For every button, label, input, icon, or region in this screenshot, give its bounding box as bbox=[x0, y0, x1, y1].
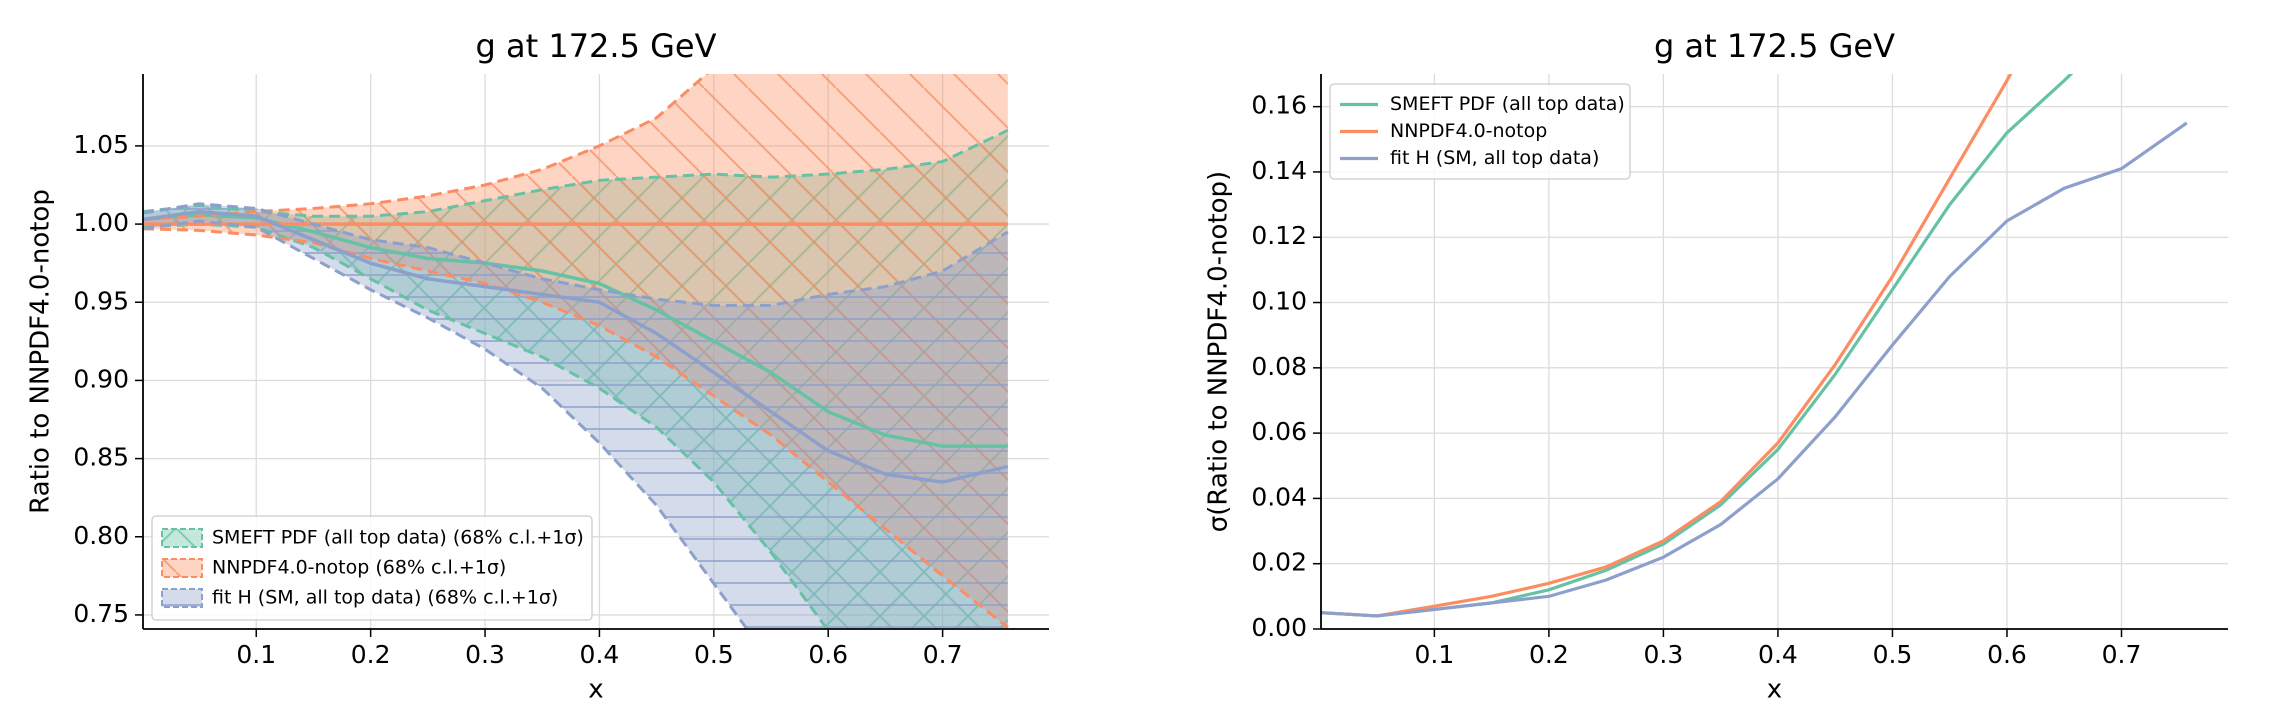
legend-box bbox=[1329, 83, 1631, 180]
y-tick-label: 0.16 bbox=[1251, 91, 1307, 120]
y-tick-label: 1.05 bbox=[73, 130, 129, 159]
y-tick-label: 0.75 bbox=[73, 599, 129, 628]
x-tick-label: 0.6 bbox=[808, 640, 848, 669]
plot-area bbox=[143, 74, 1009, 629]
band-upper bbox=[143, 74, 709, 221]
y-tick-label: 0.04 bbox=[1251, 482, 1307, 511]
legend-label: SMEFT PDF (all top data) bbox=[1390, 93, 1625, 115]
x-tick-label: 0.7 bbox=[2102, 640, 2142, 669]
legend-box bbox=[151, 515, 593, 621]
line bbox=[1321, 74, 2013, 618]
x-tick-label: 0.5 bbox=[1873, 640, 1913, 669]
y-tick-label: 0.12 bbox=[1251, 221, 1307, 250]
band-hatch bbox=[143, 203, 1008, 629]
central-line bbox=[143, 209, 1009, 484]
x-axis-label: x bbox=[588, 675, 603, 705]
x-tick-label: 0.2 bbox=[351, 640, 391, 669]
line bbox=[1321, 121, 2188, 618]
legend: SMEFT PDF (all top data) (68% c.l.+1σ) NN… bbox=[151, 515, 593, 621]
band-upper bbox=[143, 128, 1009, 218]
legend-label: SMEFT PDF (all top data) (68% c.l.+1σ) bbox=[212, 527, 584, 549]
x-tick-label: 0.5 bbox=[694, 640, 734, 669]
x-tick-label: 0.4 bbox=[1758, 640, 1798, 669]
band-lower bbox=[143, 222, 829, 629]
y-tick-label: 0.02 bbox=[1251, 548, 1307, 577]
x-tick-label: 0.3 bbox=[465, 640, 505, 669]
x-tick-label: 0.3 bbox=[1644, 640, 1684, 669]
x-tick-label: 0.1 bbox=[236, 640, 276, 669]
x-tick-label: 0.6 bbox=[1987, 640, 2027, 669]
y-tick-label: 0.08 bbox=[1251, 352, 1307, 381]
x-tick-label: 0.7 bbox=[923, 640, 963, 669]
chart: g at 172.5 GeV x σ(Ratio to NNPDF4.0-notop… bbox=[1204, 27, 2228, 705]
chart-title: g at 172.5 GeV bbox=[1654, 27, 1895, 65]
y-tick-label: 0.10 bbox=[1251, 287, 1307, 316]
band-lower bbox=[143, 219, 749, 629]
chart-title: g at 172.5 GeV bbox=[476, 27, 717, 65]
legend-label: NNPDF4.0-notop (68% c.l.+1σ) bbox=[212, 557, 506, 579]
chart: g at 172.5 GeV x Ratio to NNPDF4.0-notop 0.… bbox=[26, 27, 1049, 705]
legend-swatch-hatch bbox=[162, 529, 202, 547]
band-hatch bbox=[143, 74, 1008, 628]
legend-swatch-hatch bbox=[162, 589, 202, 607]
plot-area bbox=[1321, 74, 2188, 618]
x-tick-label: 0.4 bbox=[580, 640, 620, 669]
y-axis-label: Ratio to NNPDF4.0-notop bbox=[26, 189, 56, 514]
y-tick-label: 0.80 bbox=[73, 521, 129, 550]
legend-label: fit H (SM, all top data) (68% c.l.+1σ) bbox=[212, 587, 558, 609]
y-tick-label: 0.85 bbox=[73, 443, 129, 472]
y-tick-label: 0.14 bbox=[1251, 156, 1307, 185]
y-tick-label: 0.06 bbox=[1251, 417, 1307, 446]
x-tick-label: 0.2 bbox=[1529, 640, 1569, 669]
x-axis-label: x bbox=[1767, 675, 1782, 705]
y-tick-label: 0.00 bbox=[1251, 613, 1307, 642]
y-axis-label: σ(Ratio to NNPDF4.0-notop) bbox=[1204, 171, 1234, 532]
y-tick-label: 0.90 bbox=[73, 364, 129, 393]
x-tick-label: 0.1 bbox=[1414, 640, 1454, 669]
legend-label: fit H (SM, all top data) bbox=[1390, 147, 1599, 169]
y-tick-label: 1.00 bbox=[73, 208, 129, 237]
band-upper bbox=[143, 202, 1009, 307]
legend-label: NNPDF4.0-notop bbox=[1390, 120, 1547, 142]
band-lower bbox=[143, 227, 1009, 629]
legend-swatch-hatch bbox=[162, 559, 202, 577]
y-tick-label: 0.95 bbox=[73, 286, 129, 315]
legend: SMEFT PDF (all top data) NNPDF4.0-notop fi… bbox=[1329, 83, 1631, 180]
